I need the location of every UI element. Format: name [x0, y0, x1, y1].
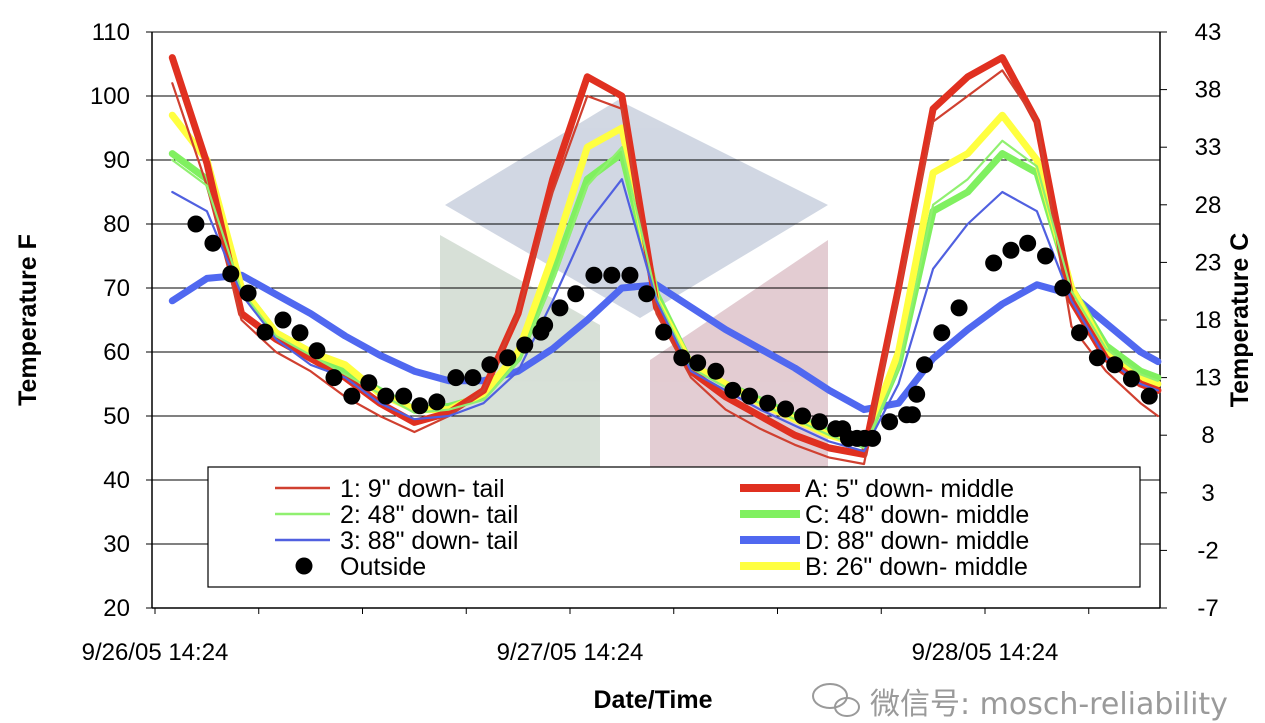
- legend-label: A: 5" down- middle: [805, 475, 1014, 503]
- outside-point: [377, 387, 395, 405]
- y-right-tick-label: 3: [1201, 480, 1214, 507]
- outside-point: [777, 400, 795, 418]
- outside-point: [950, 299, 968, 317]
- y-tick-label: 20: [103, 595, 130, 622]
- outside-point: [567, 285, 585, 303]
- y-axis-title-right: Temperature C: [1226, 233, 1254, 408]
- outside-point: [1071, 324, 1089, 342]
- x-tick-label: 9/26/05 14:24: [82, 639, 229, 666]
- outside-point: [256, 323, 274, 341]
- y-axis-title-left: Temperature F: [14, 234, 42, 406]
- legend-box: [207, 466, 1141, 588]
- outside-point: [985, 254, 1003, 272]
- outside-point: [741, 387, 759, 405]
- outside-point: [794, 407, 812, 425]
- outside-point: [673, 349, 691, 367]
- outside-point: [908, 385, 926, 403]
- y-tick-label: 90: [103, 147, 130, 174]
- outside-point: [638, 285, 656, 303]
- outside-point: [1140, 387, 1158, 405]
- outside-point: [428, 393, 446, 411]
- series-line-d: [168, 271, 1162, 414]
- watermark: 微信号: mosch-reliability: [812, 683, 1228, 722]
- outside-point: [222, 265, 240, 283]
- y-right-tick-label: 38: [1195, 77, 1222, 104]
- outside-point: [516, 336, 534, 354]
- outside-point: [585, 266, 603, 284]
- y-right-tick-label: -7: [1197, 595, 1218, 622]
- outside-point: [360, 374, 378, 392]
- outside-point: [395, 387, 413, 405]
- legend-label: B: 26" down- middle: [805, 553, 1028, 581]
- x-axis-title: Date/Time: [593, 686, 712, 714]
- series-line-1: [171, 69, 1160, 466]
- outside-point: [933, 324, 951, 342]
- outside-point: [1019, 234, 1037, 252]
- x-tick-label: 9/28/05 14:24: [912, 639, 1059, 666]
- y-tick-label: 50: [103, 403, 130, 430]
- x-tick-label: 9/27/05 14:24: [497, 639, 644, 666]
- outside-point: [724, 381, 742, 399]
- outside-point: [1088, 349, 1106, 367]
- outside-point: [325, 369, 343, 387]
- watermark-text: 微信号: mosch-reliability: [870, 687, 1228, 722]
- outside-point: [343, 387, 361, 405]
- legend-label: Outside: [340, 553, 426, 581]
- y-right-tick-label: 18: [1195, 307, 1222, 334]
- y-tick-label: 30: [103, 531, 130, 558]
- outside-point: [411, 397, 429, 415]
- outside-point: [603, 266, 621, 284]
- y-tick-label: 60: [103, 339, 130, 366]
- outside-point: [551, 299, 569, 317]
- y-right-tick-label: 33: [1195, 134, 1222, 161]
- outside-point: [1037, 247, 1055, 265]
- legend-label: C: 48" down- middle: [805, 501, 1029, 529]
- outside-point: [239, 284, 257, 302]
- outside-point: [655, 323, 673, 341]
- y-right-tick-label: 23: [1195, 249, 1222, 276]
- outside-point: [308, 342, 326, 360]
- outside-point: [464, 369, 482, 387]
- outside-point: [1002, 241, 1020, 259]
- outside-point: [1106, 356, 1124, 374]
- outside-point: [536, 316, 554, 334]
- y-right-tick-label: -2: [1197, 537, 1218, 564]
- legend-marker-outside: [295, 557, 313, 575]
- outside-point: [481, 356, 499, 374]
- outside-point: [915, 356, 933, 374]
- legend-label: D: 88" down- middle: [805, 527, 1029, 555]
- wechat-icon: [812, 683, 860, 717]
- outside-point: [447, 369, 465, 387]
- outside-point: [274, 311, 292, 329]
- outside-point: [621, 266, 639, 284]
- y-tick-label: 40: [103, 467, 130, 494]
- outside-point: [689, 354, 707, 372]
- legend-label: 1: 9" down- tail: [340, 475, 505, 503]
- y-tick-label: 70: [103, 275, 130, 302]
- outside-point: [291, 324, 309, 342]
- y-tick-label: 100: [90, 83, 130, 110]
- outside-point: [707, 362, 725, 380]
- y-tick-label: 80: [103, 211, 130, 238]
- outside-point: [811, 413, 829, 431]
- y-right-tick-label: 8: [1201, 422, 1214, 449]
- outside-point: [1054, 279, 1072, 297]
- y-right-tick-label: 13: [1195, 365, 1222, 392]
- outside-point: [499, 349, 517, 367]
- y-tick-label: 110: [92, 19, 130, 46]
- y-right-tick-label: 28: [1195, 192, 1222, 219]
- outside-point: [204, 234, 222, 252]
- outside-point: [759, 394, 777, 412]
- outside-point: [881, 413, 899, 431]
- y-right-tick-label: 43: [1195, 19, 1222, 46]
- outside-point: [1122, 370, 1140, 388]
- outside-point: [903, 406, 921, 424]
- outside-point: [864, 429, 882, 447]
- legend-label: 3: 88" down- tail: [340, 527, 518, 555]
- legend-label: 2: 48" down- tail: [340, 501, 518, 529]
- outside-point: [187, 215, 205, 233]
